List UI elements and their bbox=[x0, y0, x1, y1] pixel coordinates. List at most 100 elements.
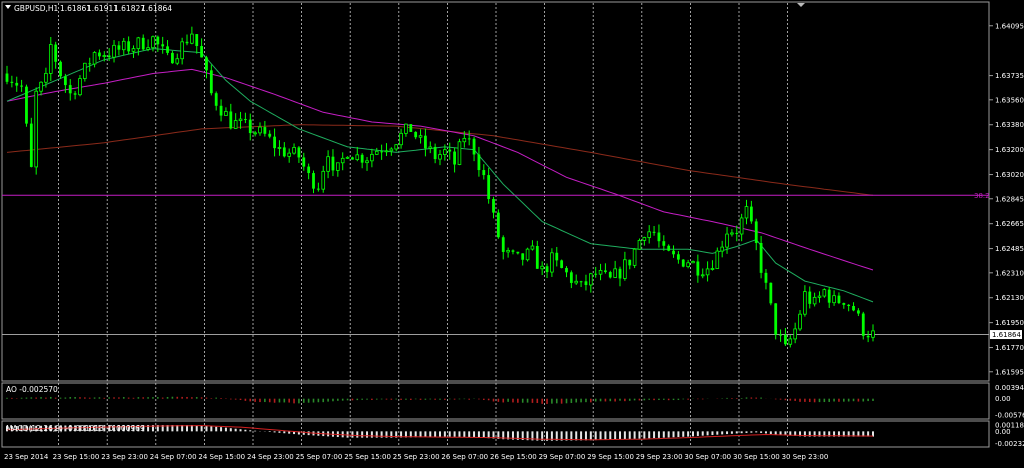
candle-body-down bbox=[107, 55, 111, 58]
candle-body-down bbox=[472, 138, 476, 155]
candle bbox=[672, 245, 675, 258]
candle-body-down bbox=[672, 250, 675, 255]
candle-body-down bbox=[681, 259, 685, 267]
candle bbox=[292, 143, 296, 155]
candle bbox=[550, 248, 554, 277]
candle-body-down bbox=[696, 261, 700, 276]
candle bbox=[146, 39, 150, 52]
candle-body-down bbox=[535, 246, 539, 269]
candle bbox=[374, 147, 379, 155]
candle-body-down bbox=[866, 335, 870, 338]
candle-body-down bbox=[98, 52, 101, 57]
candle-body-up bbox=[798, 313, 802, 330]
candle-body-up bbox=[258, 126, 262, 134]
candle bbox=[861, 311, 865, 340]
candle-body-down bbox=[477, 154, 481, 171]
candle-body-up bbox=[151, 36, 155, 49]
candle-body-up bbox=[540, 265, 544, 270]
candle bbox=[579, 280, 583, 288]
candle bbox=[525, 247, 530, 262]
candle bbox=[720, 240, 724, 258]
candle bbox=[384, 143, 389, 157]
candle-body-down bbox=[628, 259, 632, 266]
candle-body-down bbox=[847, 304, 851, 307]
candle bbox=[360, 153, 364, 169]
dropdown-triangle-icon[interactable] bbox=[5, 5, 11, 9]
candle-body-down bbox=[263, 127, 267, 134]
candle-body-up bbox=[788, 338, 793, 345]
candle-body-up bbox=[340, 157, 345, 164]
time-tick-label: 25 Sep 07:00 bbox=[296, 453, 343, 461]
candle bbox=[428, 141, 433, 154]
candle bbox=[443, 144, 447, 161]
candle-body-down bbox=[676, 254, 680, 260]
candle-body-down bbox=[205, 57, 208, 71]
candle bbox=[511, 249, 515, 255]
macd-tick-label: 0.00 bbox=[995, 428, 1011, 436]
candle-body-up bbox=[389, 148, 394, 152]
time-tick-label: 23 Sep 15:00 bbox=[53, 453, 100, 461]
candle-body-down bbox=[156, 36, 160, 45]
bid-price-tag bbox=[990, 330, 1022, 340]
candle-body-up bbox=[131, 48, 136, 52]
candle bbox=[803, 285, 807, 317]
candle bbox=[88, 57, 92, 72]
candle-body-down bbox=[273, 136, 276, 149]
price-axis: 1.64095 1.63735 1.63560 1.63380 1.63200 1.630… bbox=[989, 22, 1024, 448]
candle bbox=[462, 131, 467, 148]
candle bbox=[175, 53, 180, 66]
candle bbox=[749, 200, 753, 224]
candle bbox=[180, 37, 184, 65]
candle bbox=[604, 263, 607, 274]
candle-body-up bbox=[550, 252, 554, 273]
candle-body-down bbox=[852, 306, 855, 311]
candle bbox=[822, 288, 827, 298]
candle bbox=[166, 40, 169, 56]
candle-body-up bbox=[686, 262, 690, 268]
candle bbox=[496, 209, 500, 239]
candle bbox=[151, 35, 155, 52]
candle bbox=[467, 130, 471, 146]
candle-body-down bbox=[268, 133, 272, 137]
candle bbox=[808, 286, 812, 309]
candle bbox=[832, 290, 836, 306]
candle bbox=[569, 270, 573, 289]
moving-averages bbox=[6, 48, 874, 303]
candle-body-down bbox=[5, 73, 9, 82]
candle bbox=[657, 224, 661, 248]
candle-body-down bbox=[857, 310, 860, 314]
candle bbox=[535, 240, 539, 269]
candle-body-down bbox=[214, 93, 218, 106]
candle-body-up bbox=[730, 232, 734, 235]
candle-body-down bbox=[808, 291, 812, 304]
candle bbox=[618, 266, 622, 287]
candle bbox=[253, 130, 257, 137]
price-tick-label: 1.63380 bbox=[995, 121, 1024, 129]
candle bbox=[696, 254, 700, 283]
candle bbox=[598, 263, 603, 281]
candle bbox=[667, 244, 671, 252]
candle-body-down bbox=[837, 295, 841, 304]
candle bbox=[336, 162, 340, 177]
candle-body-up bbox=[374, 150, 379, 155]
candle-body-down bbox=[166, 46, 169, 53]
candle-body-down bbox=[618, 268, 622, 279]
candle-body-up bbox=[632, 248, 637, 266]
candle bbox=[691, 260, 695, 264]
ohlc-close: 1.61864 bbox=[141, 4, 172, 13]
candle bbox=[744, 199, 749, 225]
candle bbox=[560, 259, 564, 269]
ao-tick-label: 0.003947 bbox=[995, 384, 1024, 392]
candle-body-up bbox=[48, 44, 53, 74]
time-tick-label: 24 Sep 23:00 bbox=[247, 453, 294, 461]
candle-body-up bbox=[725, 233, 729, 248]
candle-body-down bbox=[453, 151, 456, 165]
candle bbox=[487, 167, 491, 204]
candle bbox=[399, 128, 403, 149]
candle bbox=[136, 36, 141, 56]
ma-fast-line bbox=[6, 48, 874, 303]
candle-body-down bbox=[195, 34, 199, 47]
chart-shift-marker-icon[interactable] bbox=[797, 3, 805, 7]
